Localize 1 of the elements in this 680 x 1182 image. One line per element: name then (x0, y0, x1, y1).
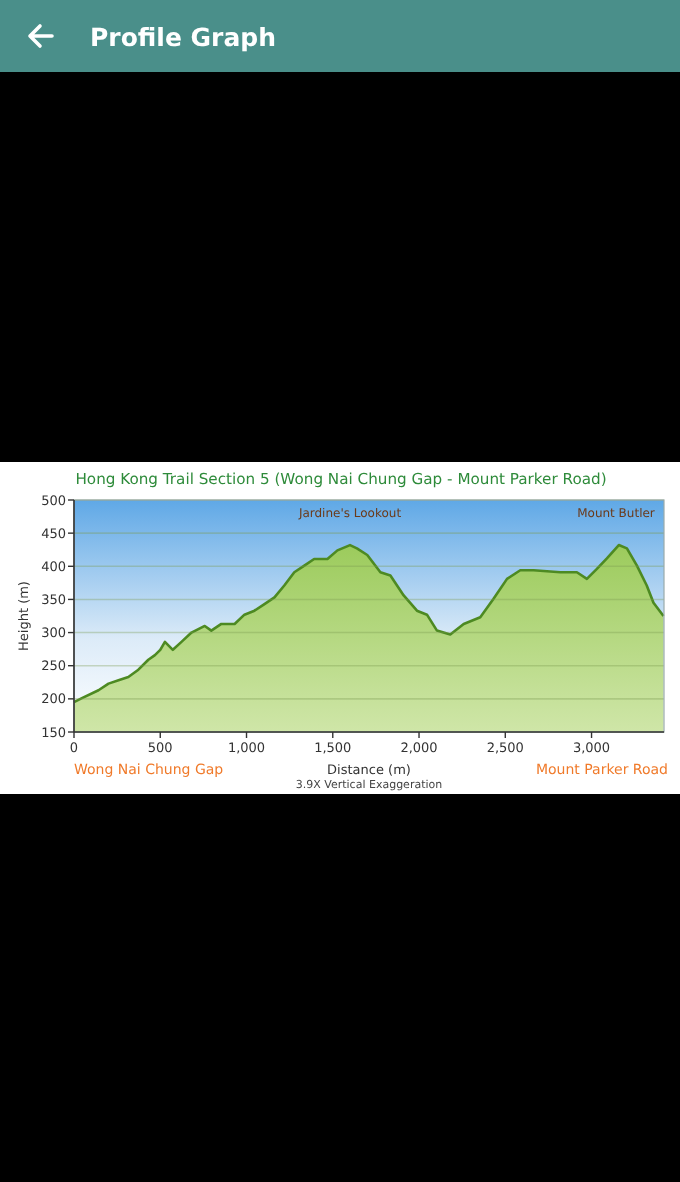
text: Profile Graph (90, 22, 276, 52)
